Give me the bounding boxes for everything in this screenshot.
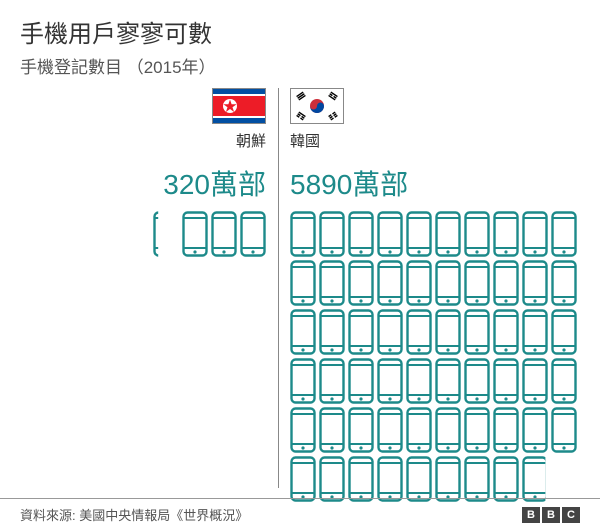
phone-icon	[348, 358, 374, 404]
phone-icon	[319, 358, 345, 404]
count-right: 5890萬部	[290, 163, 408, 203]
phone-icon	[153, 211, 179, 257]
phone-icon	[377, 211, 403, 257]
phone-icon	[377, 309, 403, 355]
icon-grid-right	[290, 211, 580, 502]
footer: 資料來源: 美國中央情報局《世界概況》 BBC	[0, 498, 600, 524]
phone-icon	[464, 260, 490, 306]
column-divider	[278, 88, 279, 488]
phone-icon	[290, 211, 316, 257]
bbc-block: C	[562, 507, 580, 523]
phone-icon	[464, 309, 490, 355]
phone-icon	[377, 407, 403, 453]
phone-icon	[551, 211, 577, 257]
phone-icon	[435, 456, 461, 502]
phone-icon	[406, 211, 432, 257]
phone-icon	[522, 260, 548, 306]
phone-icon	[493, 456, 519, 502]
column-north-korea: 朝鮮 320萬部	[20, 88, 278, 502]
phone-icon	[319, 407, 345, 453]
phone-icon	[522, 358, 548, 404]
phone-icon	[377, 358, 403, 404]
phone-icon	[377, 260, 403, 306]
phone-icon	[406, 260, 432, 306]
phone-icon	[406, 358, 432, 404]
phone-icon	[522, 309, 548, 355]
phone-icon	[319, 260, 345, 306]
chart-subtitle: 手機登記數目 （2015年）	[20, 53, 580, 78]
phone-icon	[377, 456, 403, 502]
comparison-columns: 朝鮮 320萬部	[20, 88, 580, 502]
phone-icon	[406, 309, 432, 355]
phone-icon	[319, 309, 345, 355]
phone-icon	[348, 211, 374, 257]
phone-icon	[551, 358, 577, 404]
phone-icon	[290, 260, 316, 306]
phone-icon	[319, 456, 345, 502]
phone-icon	[435, 358, 461, 404]
phone-icon	[551, 309, 577, 355]
phone-icon	[319, 211, 345, 257]
phone-icon	[348, 456, 374, 502]
phone-icon	[464, 456, 490, 502]
phone-icon	[406, 456, 432, 502]
country-label-right: 韓國	[290, 130, 320, 151]
phone-icon	[240, 211, 266, 257]
phone-icon	[211, 211, 237, 257]
phone-icon	[290, 309, 316, 355]
phone-icon	[464, 407, 490, 453]
phone-icon	[493, 260, 519, 306]
bbc-block: B	[522, 507, 540, 523]
phone-icon	[290, 358, 316, 404]
phone-icon	[522, 407, 548, 453]
phone-icon	[464, 358, 490, 404]
phone-icon	[182, 211, 208, 257]
phone-icon	[522, 456, 548, 502]
flag-kor	[290, 88, 344, 124]
phone-icon	[290, 456, 316, 502]
phone-icon	[435, 407, 461, 453]
phone-icon	[435, 211, 461, 257]
phone-icon	[406, 407, 432, 453]
bbc-block: B	[542, 507, 560, 523]
phone-icon	[493, 407, 519, 453]
flag-dprk	[212, 88, 266, 124]
icon-grid-left	[66, 211, 266, 257]
phone-icon	[493, 358, 519, 404]
phone-icon	[493, 309, 519, 355]
phone-icon	[435, 309, 461, 355]
phone-icon	[464, 211, 490, 257]
source-text: 資料來源: 美國中央情報局《世界概況》	[20, 505, 248, 524]
column-south-korea: 韓國 5890萬部	[278, 88, 578, 502]
phone-icon	[290, 407, 316, 453]
count-left: 320萬部	[163, 163, 266, 203]
phone-icon	[348, 260, 374, 306]
phone-icon	[348, 309, 374, 355]
phone-icon	[522, 211, 548, 257]
bbc-logo: BBC	[522, 507, 580, 523]
phone-icon	[551, 407, 577, 453]
phone-icon	[551, 260, 577, 306]
phone-icon	[493, 211, 519, 257]
chart-title: 手機用戶寥寥可數	[20, 14, 580, 49]
country-label-left: 朝鮮	[236, 130, 266, 151]
phone-icon	[348, 407, 374, 453]
phone-icon	[435, 260, 461, 306]
